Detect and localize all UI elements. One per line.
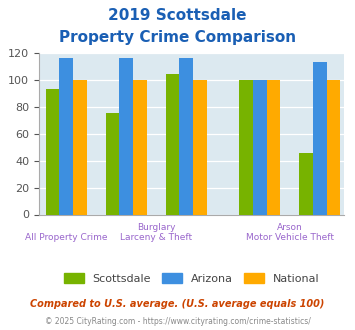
Text: Property Crime Comparison: Property Crime Comparison bbox=[59, 30, 296, 45]
Bar bbox=[239, 80, 253, 214]
Bar bbox=[327, 80, 340, 214]
Legend: Scottsdale, Arizona, National: Scottsdale, Arizona, National bbox=[59, 269, 324, 288]
Text: Compared to U.S. average. (U.S. average equals 100): Compared to U.S. average. (U.S. average … bbox=[30, 299, 325, 309]
Bar bbox=[120, 58, 133, 214]
Bar bbox=[46, 89, 60, 214]
Bar bbox=[299, 152, 313, 214]
Text: Motor Vehicle Theft: Motor Vehicle Theft bbox=[246, 233, 334, 242]
Bar bbox=[253, 80, 267, 214]
Bar bbox=[313, 62, 327, 214]
Bar bbox=[73, 80, 87, 214]
Text: Arson: Arson bbox=[277, 223, 303, 232]
Text: Larceny & Theft: Larceny & Theft bbox=[120, 233, 192, 242]
Bar bbox=[267, 80, 280, 214]
Text: All Property Crime: All Property Crime bbox=[25, 233, 108, 242]
Bar bbox=[166, 74, 179, 215]
Bar bbox=[106, 114, 120, 214]
Text: Burglary: Burglary bbox=[137, 223, 175, 232]
Bar bbox=[60, 58, 73, 214]
Text: 2019 Scottsdale: 2019 Scottsdale bbox=[108, 8, 247, 23]
Bar bbox=[179, 58, 193, 214]
Text: © 2025 CityRating.com - https://www.cityrating.com/crime-statistics/: © 2025 CityRating.com - https://www.city… bbox=[45, 317, 310, 326]
Bar bbox=[193, 80, 207, 214]
Bar bbox=[133, 80, 147, 214]
